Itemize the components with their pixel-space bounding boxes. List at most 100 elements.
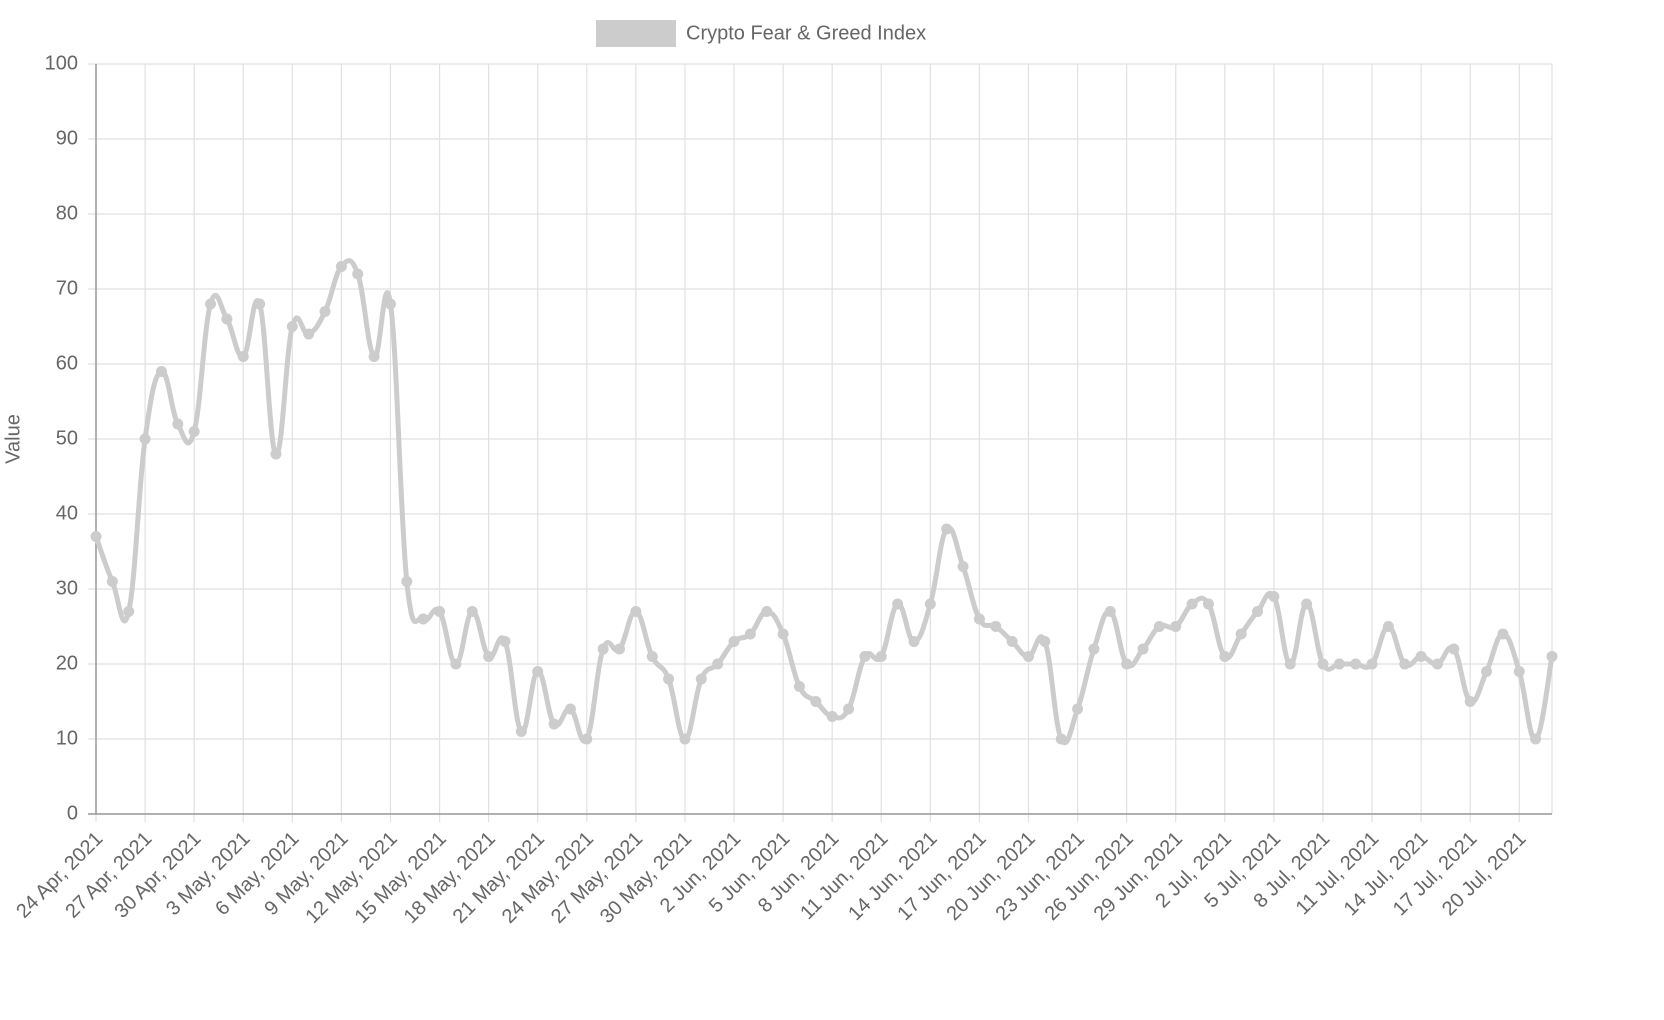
point [924, 598, 936, 610]
y-tick-label: 60 [56, 352, 78, 374]
point [434, 606, 446, 617]
legend-swatch[interactable] [596, 20, 676, 47]
point [417, 613, 429, 625]
point [499, 636, 511, 647]
point [810, 696, 822, 707]
point [859, 651, 871, 662]
point [1121, 658, 1133, 670]
point [221, 313, 233, 325]
y-tick-label: 90 [56, 127, 78, 149]
point [1546, 651, 1558, 662]
point [581, 733, 593, 745]
point [728, 636, 740, 647]
point [826, 711, 838, 722]
point [483, 651, 495, 662]
point [139, 433, 151, 445]
y-tick-label: 40 [56, 502, 78, 524]
point [1039, 636, 1051, 647]
point [106, 576, 118, 587]
point [1088, 643, 1100, 655]
point [564, 703, 576, 715]
point [270, 448, 282, 460]
point [303, 328, 315, 340]
y-tick-label: 80 [56, 202, 78, 224]
point [679, 733, 691, 745]
point [155, 366, 167, 377]
point [875, 651, 887, 662]
point [515, 726, 527, 737]
point [188, 426, 200, 437]
point [1513, 666, 1525, 677]
y-tick-label: 50 [56, 427, 78, 449]
point [1006, 636, 1018, 647]
point [941, 523, 953, 535]
point [892, 598, 904, 610]
point [1464, 696, 1476, 707]
point [1530, 733, 1542, 745]
point [1399, 658, 1411, 670]
y-tick-label: 10 [56, 727, 78, 749]
point [695, 673, 707, 685]
point [1104, 606, 1116, 617]
point [1497, 628, 1509, 640]
point [1170, 621, 1182, 632]
point [646, 651, 658, 662]
point [254, 298, 266, 310]
point [1072, 703, 1084, 715]
point [973, 613, 985, 625]
point [614, 643, 626, 655]
point [1268, 591, 1280, 602]
point [548, 718, 560, 730]
point [908, 636, 920, 647]
point [1481, 666, 1493, 677]
point [1153, 621, 1165, 632]
point [1055, 733, 1067, 745]
point [1284, 658, 1296, 670]
point [1431, 658, 1443, 670]
y-tick-label: 70 [56, 277, 78, 299]
point [630, 606, 642, 617]
point [532, 666, 544, 677]
point [1333, 658, 1345, 670]
point [90, 531, 102, 542]
point [237, 351, 249, 362]
point [1022, 651, 1034, 662]
point [172, 418, 184, 430]
point [205, 298, 217, 310]
point [1186, 598, 1198, 610]
point [597, 643, 609, 655]
point [1366, 658, 1378, 670]
point [1382, 621, 1394, 632]
y-tick-label: 30 [56, 577, 78, 599]
point [843, 703, 855, 715]
point [1448, 643, 1460, 655]
point [1301, 598, 1313, 610]
point [663, 673, 675, 685]
point [1317, 658, 1329, 670]
point [335, 261, 347, 272]
point [793, 681, 805, 692]
point [368, 351, 380, 362]
y-tick-label: 20 [56, 652, 78, 674]
point [384, 298, 396, 310]
point [990, 621, 1002, 632]
point [1350, 658, 1362, 670]
point [123, 606, 135, 617]
point [744, 628, 756, 640]
y-axis-label: Value [2, 414, 24, 464]
point [286, 321, 298, 332]
point [1252, 606, 1264, 617]
point [1137, 643, 1149, 655]
point [450, 658, 462, 670]
y-tick-label: 100 [45, 52, 78, 74]
point [957, 561, 969, 572]
point [401, 576, 413, 587]
point [352, 268, 364, 280]
point [466, 606, 478, 617]
y-tick-label: 0 [67, 802, 78, 824]
point [761, 606, 773, 617]
point [1415, 651, 1427, 662]
line [93, 258, 1555, 746]
point [1202, 598, 1214, 610]
